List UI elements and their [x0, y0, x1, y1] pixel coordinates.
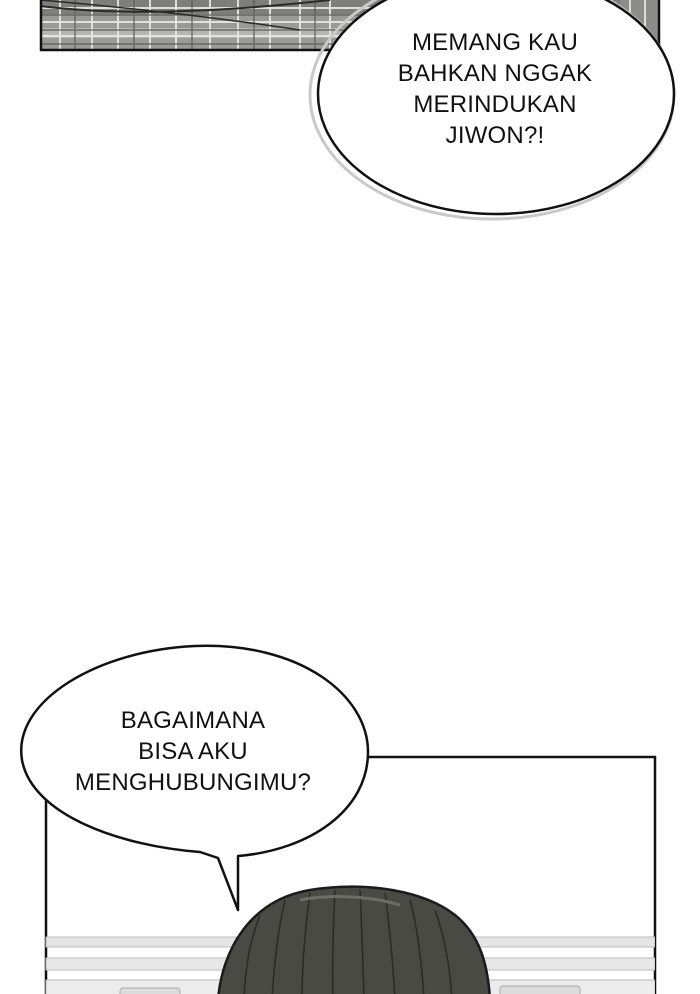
bottom-bubble-line: MENGHUBUNGIMU?: [74, 769, 312, 796]
top-bubble-line: MERINDUKAN: [413, 91, 577, 118]
top-bubble-line: BAHKAN NGGAK: [397, 60, 593, 87]
top-bubble-text: MEMANG KAU BAHKAN NGGAK MERINDUKAN JIWON…: [355, 27, 635, 151]
character-hair: [217, 885, 491, 994]
top-speech-bubble: [308, 0, 676, 221]
bottom-bubble-line: BISA AKU: [138, 738, 248, 765]
top-bubble-line: JIWON?!: [445, 122, 545, 149]
top-bubble-line: MEMANG KAU: [411, 29, 578, 56]
bottom-bubble-line: BAGAIMANA: [120, 707, 266, 734]
bottom-bubble-text: BAGAIMANA BISA AKU MENGHUBUNGIMU?: [48, 705, 338, 798]
bottom-speech-bubble: [19, 644, 370, 912]
